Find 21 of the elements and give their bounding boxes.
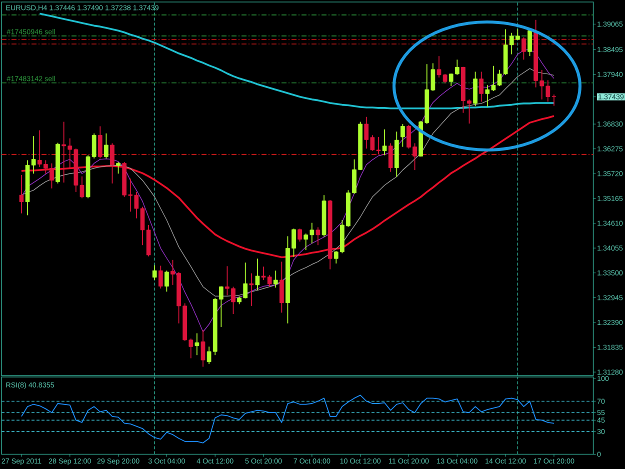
candlestick [522, 36, 526, 60]
candlestick [479, 71, 484, 102]
candlestick [152, 264, 157, 280]
candlestick [382, 128, 387, 156]
candlestick [116, 162, 120, 174]
candlestick [388, 142, 393, 172]
candlestick [19, 174, 24, 214]
candlestick [255, 258, 260, 291]
candlestick [158, 265, 163, 289]
candlestick [316, 226, 320, 246]
candlestick [200, 330, 206, 368]
candlestick [273, 270, 278, 288]
candlestick [194, 332, 200, 356]
candlestick [164, 270, 169, 292]
candlestick [400, 124, 405, 148]
candlestick [98, 126, 102, 159]
candlestick [104, 132, 108, 159]
candlestick [298, 228, 302, 242]
candlestick [249, 272, 254, 306]
candlestick [279, 261, 284, 314]
candlestick [110, 142, 114, 184]
